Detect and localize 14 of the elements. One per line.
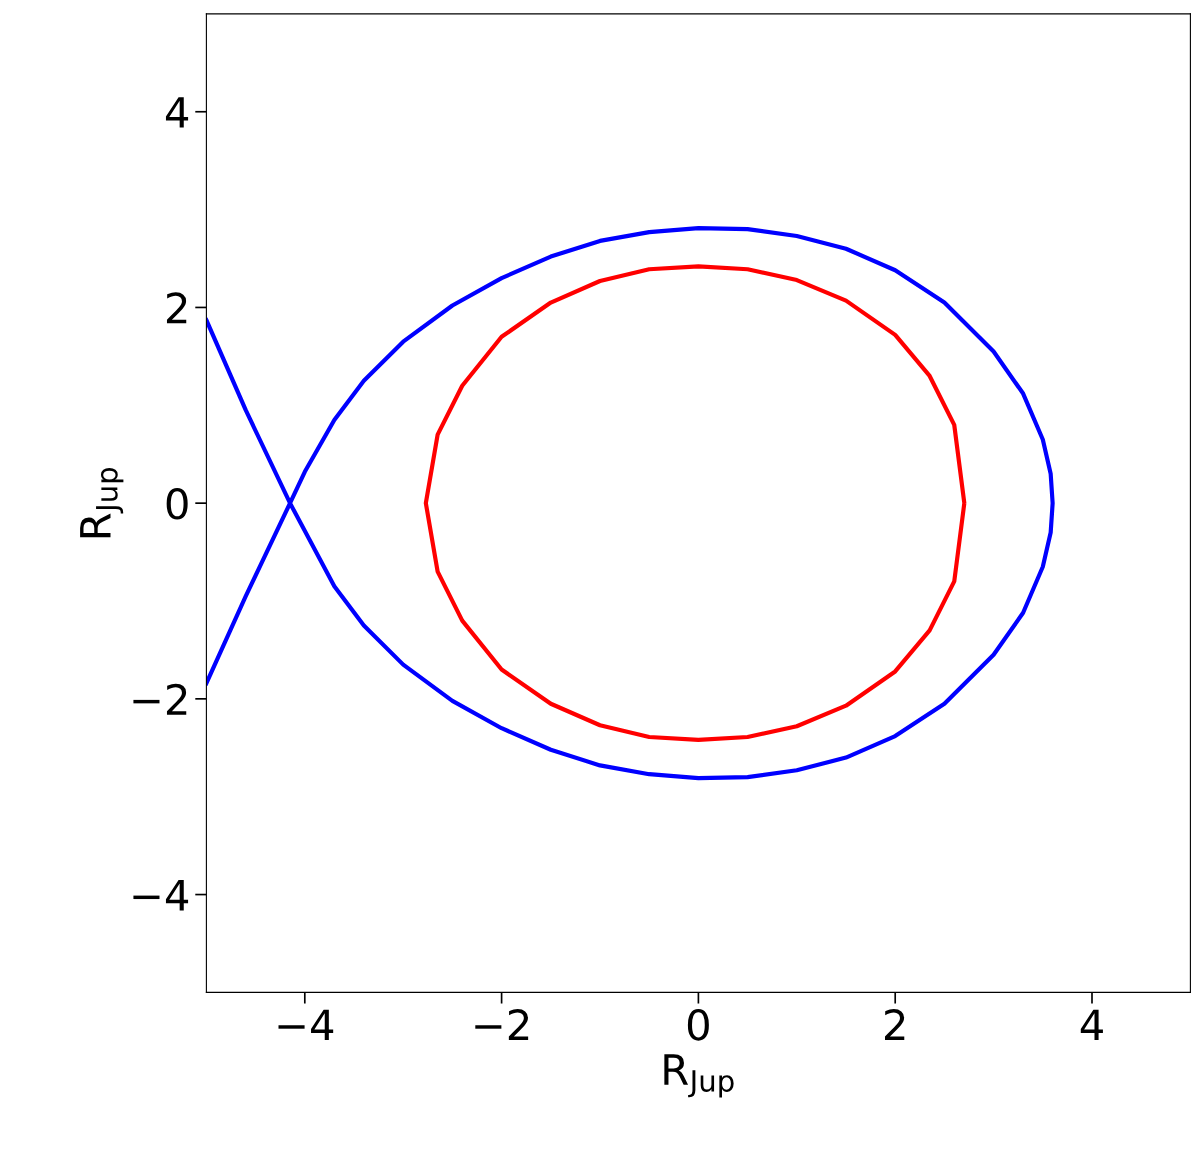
x-tick-label: −2 bbox=[475, 1009, 529, 1041]
y-tick-label: −4 bbox=[133, 880, 189, 911]
y-tick-label: 2 bbox=[166, 292, 187, 324]
y-tick-label: 4 bbox=[165, 97, 189, 128]
y-tick-label: −2 bbox=[133, 683, 187, 715]
x-tick-label: 2 bbox=[885, 1009, 905, 1041]
y-axis-title: R$_{Jup}$ bbox=[80, 467, 124, 538]
line-series bbox=[423, 264, 967, 743]
x-axis-title: R$_{Jup}$ bbox=[664, 1054, 734, 1098]
x-tick-label: 0 bbox=[687, 1009, 709, 1041]
line-series bbox=[206, 226, 1055, 781]
x-tick-label: 4 bbox=[1080, 1009, 1103, 1041]
y-tick-label: 0 bbox=[166, 488, 188, 520]
x-tick-label: −4 bbox=[278, 1009, 334, 1041]
